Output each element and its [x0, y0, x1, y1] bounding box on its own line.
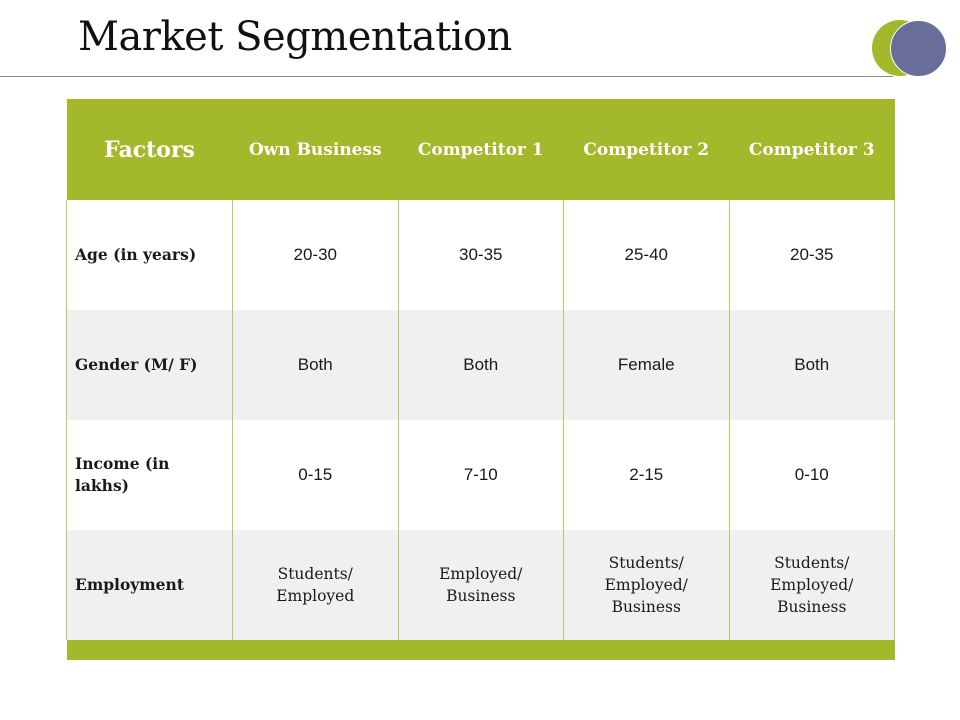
table-cell: 20-30 — [232, 200, 399, 310]
segmentation-table: Factors Own Business Competitor 1 Compet… — [66, 99, 895, 660]
table-cell: 7-10 — [397, 420, 564, 530]
table-cell: 25-40 — [563, 200, 730, 310]
table-cell: Both — [728, 310, 895, 420]
row-label: Income (in lakhs) — [66, 420, 233, 530]
table-header-row: Factors Own Business Competitor 1 Compet… — [66, 99, 895, 200]
footer-bar-cell — [66, 640, 895, 660]
header-competitor-3: Competitor 3 — [729, 99, 895, 200]
table-cell: 20-35 — [728, 200, 895, 310]
table-cell: Students/ Employed/ Business — [563, 530, 730, 640]
table-footer-bar — [66, 640, 895, 660]
page-title: Market Segmentation — [78, 14, 512, 60]
table-cell: Students/ Employed — [232, 530, 399, 640]
title-divider — [0, 76, 893, 77]
table-row-income: Income (in lakhs) 0-15 7-10 2-15 0-10 — [66, 420, 895, 530]
row-label: Gender (M/ F) — [66, 310, 233, 420]
table-row-employment: Employment Students/ Employed Employed/ … — [66, 530, 895, 640]
header-factors: Factors — [66, 99, 233, 200]
table-cell: Students/ Employed/ Business — [728, 530, 895, 640]
table-cell: 2-15 — [563, 420, 730, 530]
table-cell: Both — [397, 310, 564, 420]
table-cell: 0-10 — [728, 420, 895, 530]
header-own-business: Own Business — [232, 99, 398, 200]
row-label: Employment — [66, 530, 233, 640]
table-cell: 30-35 — [397, 200, 564, 310]
table-cell: Employed/ Business — [397, 530, 564, 640]
table-cell: Both — [232, 310, 399, 420]
header-competitor-2: Competitor 2 — [563, 99, 729, 200]
header-competitor-1: Competitor 1 — [398, 99, 564, 200]
table-cell: 0-15 — [232, 420, 399, 530]
decorative-blue-circle — [890, 20, 947, 77]
row-label: Age (in years) — [66, 200, 233, 310]
table-row-age: Age (in years) 20-30 30-35 25-40 20-35 — [66, 200, 895, 310]
table-row-gender: Gender (M/ F) Both Both Female Both — [66, 310, 895, 420]
table-cell: Female — [563, 310, 730, 420]
